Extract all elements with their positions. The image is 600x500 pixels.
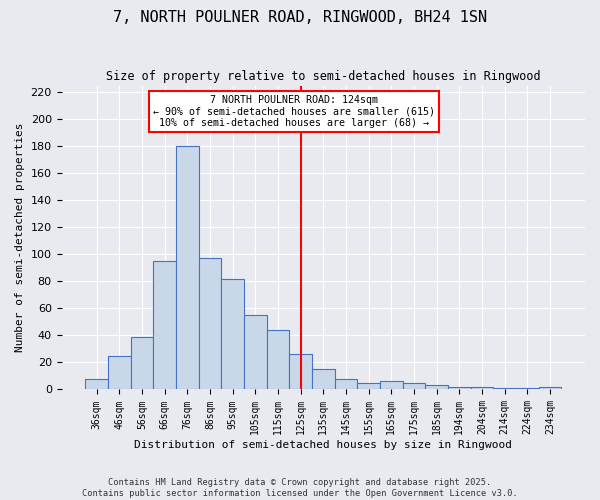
Bar (425, 386, 448, 390)
Bar (244, 315, 266, 390)
Bar (380, 382, 403, 390)
Text: 7 NORTH POULNER ROAD: 124sqm
← 90% of semi-detached houses are smaller (615)
10%: 7 NORTH POULNER ROAD: 124sqm ← 90% of se… (153, 95, 435, 128)
Bar (516, 388, 539, 390)
Bar (221, 278, 244, 390)
Bar (403, 382, 425, 390)
Bar (176, 146, 199, 390)
Bar (448, 387, 470, 390)
Text: Contains HM Land Registry data © Crown copyright and database right 2025.
Contai: Contains HM Land Registry data © Crown c… (82, 478, 518, 498)
Bar (266, 330, 289, 390)
Bar (312, 369, 335, 390)
Bar (470, 387, 493, 390)
Title: Size of property relative to semi-detached houses in Ringwood: Size of property relative to semi-detach… (106, 70, 541, 83)
Bar (539, 387, 561, 390)
Bar (199, 258, 221, 390)
Bar (357, 382, 380, 390)
Bar (131, 337, 154, 390)
Bar (335, 378, 357, 390)
Bar (493, 388, 516, 390)
Bar (154, 261, 176, 390)
Bar (108, 356, 131, 390)
Bar (289, 354, 312, 390)
Y-axis label: Number of semi-detached properties: Number of semi-detached properties (15, 123, 25, 352)
Bar (85, 378, 108, 390)
Text: 7, NORTH POULNER ROAD, RINGWOOD, BH24 1SN: 7, NORTH POULNER ROAD, RINGWOOD, BH24 1S… (113, 10, 487, 25)
X-axis label: Distribution of semi-detached houses by size in Ringwood: Distribution of semi-detached houses by … (134, 440, 512, 450)
